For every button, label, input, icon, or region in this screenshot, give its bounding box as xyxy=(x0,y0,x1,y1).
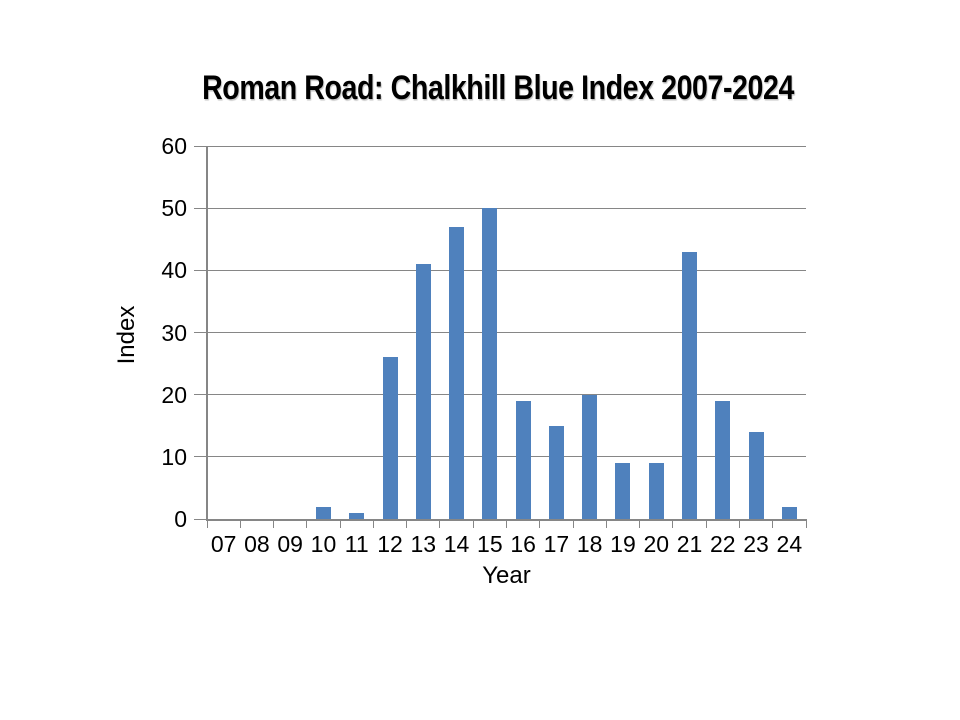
x-tick-label-13: 13 xyxy=(410,531,437,557)
x-tick-label-14: 14 xyxy=(443,531,470,557)
y-tick-50 xyxy=(194,207,206,209)
bar-23 xyxy=(748,431,764,519)
x-tick-5 xyxy=(372,520,374,528)
x-tick-label-21: 21 xyxy=(676,531,703,557)
y-tick-label-40: 40 xyxy=(161,257,187,284)
gridline-40 xyxy=(207,269,806,271)
bar-22 xyxy=(715,400,731,519)
gridline-20 xyxy=(207,394,806,396)
x-tick-2 xyxy=(273,520,275,528)
gridline-30 xyxy=(207,332,806,333)
x-tick-label-23: 23 xyxy=(743,531,769,557)
x-tick-11 xyxy=(572,520,574,528)
x-tick-label-22: 22 xyxy=(709,531,736,557)
gridline-50 xyxy=(207,207,806,209)
y-tick-label-30: 30 xyxy=(161,319,187,346)
gridline-60 xyxy=(207,145,806,147)
x-tick-label-11: 11 xyxy=(344,531,369,557)
y-tick-label-60: 60 xyxy=(161,133,187,159)
bar-14 xyxy=(449,226,465,519)
x-tick-label-19: 19 xyxy=(610,531,636,557)
bar-11 xyxy=(349,512,365,519)
bar-12 xyxy=(382,357,398,519)
gridline-10 xyxy=(207,456,806,458)
y-axis-line xyxy=(206,146,208,520)
x-tick-10 xyxy=(539,520,541,528)
bar-20 xyxy=(648,463,664,519)
chart-title: Roman Road: Chalkhill Blue Index 2007-20… xyxy=(202,69,794,107)
bar-21 xyxy=(682,251,698,519)
x-tick-14 xyxy=(672,520,674,528)
plot-area: 0 10 20 30 40 50 60 07 08 09 10 11 12 13 14 15 16 17 18 19 2… xyxy=(161,133,807,557)
x-tick-label-16: 16 xyxy=(510,531,536,557)
x-tick-8 xyxy=(472,520,474,528)
y-tick-label-10: 10 xyxy=(161,443,187,470)
y-tick-0 xyxy=(194,518,206,520)
bar-13 xyxy=(415,264,431,519)
x-axis-title: Year xyxy=(482,562,531,589)
x-tick-6 xyxy=(406,520,408,528)
x-tick-label-10: 10 xyxy=(310,531,337,557)
x-tick-9 xyxy=(506,520,507,528)
x-tick-label-08: 08 xyxy=(244,531,270,557)
y-tick-label-0: 0 xyxy=(174,506,187,532)
x-tick-label-07: 07 xyxy=(210,531,237,557)
x-tick-16 xyxy=(738,520,740,528)
y-tick-60 xyxy=(194,145,206,147)
x-tick-1 xyxy=(239,520,241,528)
y-tick-20 xyxy=(194,394,206,396)
y-tick-10 xyxy=(194,456,206,458)
y-tick-label-50: 50 xyxy=(161,195,187,222)
x-tick-12 xyxy=(605,520,607,528)
x-tick-label-12: 12 xyxy=(377,531,403,557)
y-tick-30 xyxy=(194,332,206,333)
bar-17 xyxy=(548,425,564,519)
y-tick-label-20: 20 xyxy=(161,381,187,408)
x-tick-label-18: 18 xyxy=(576,531,603,557)
x-tick-3 xyxy=(306,520,308,528)
x-tick-label-17: 17 xyxy=(543,531,570,557)
bar-24 xyxy=(781,506,797,519)
bar-15 xyxy=(482,208,498,519)
bar-16 xyxy=(515,400,531,519)
x-tick-17 xyxy=(772,520,774,528)
x-tick-label-20: 20 xyxy=(643,531,670,557)
bar-10 xyxy=(315,506,331,519)
bar-19 xyxy=(615,463,631,519)
x-tick-0 xyxy=(206,520,208,528)
x-tick-label-15: 15 xyxy=(477,531,503,557)
x-tick-13 xyxy=(639,520,641,528)
bar-18 xyxy=(582,394,598,519)
x-tick-label-09: 09 xyxy=(277,531,303,557)
x-axis-line xyxy=(206,519,807,521)
x-tick-15 xyxy=(705,520,707,528)
x-tick-7 xyxy=(439,520,441,528)
x-tick-label-24: 24 xyxy=(776,531,803,557)
x-tick-4 xyxy=(339,520,341,528)
x-tick-18 xyxy=(805,520,807,528)
y-tick-40 xyxy=(194,269,206,271)
